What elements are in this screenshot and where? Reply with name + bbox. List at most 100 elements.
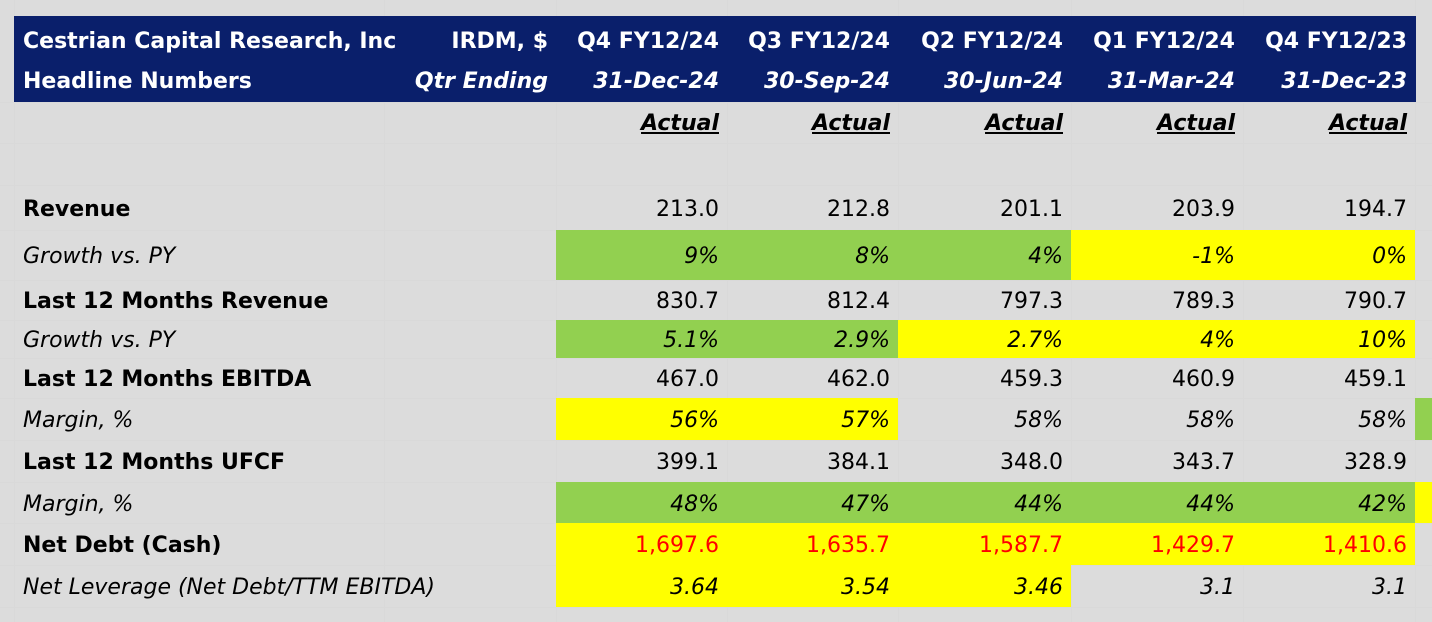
value-cell: 10% [1358, 328, 1407, 353]
row-label: Net Leverage (Net Debt/TTM EBITDA) [23, 575, 435, 600]
status-label: Actual [1329, 111, 1407, 136]
cell-fill [556, 565, 727, 607]
row-label: Revenue [23, 196, 131, 222]
value-cell: 3.1 [1200, 575, 1235, 600]
status-label: Actual [1157, 111, 1235, 136]
cell-fill [898, 523, 1071, 565]
cell-fill [727, 320, 898, 358]
value-cell: 384.1 [827, 450, 890, 475]
grid-line [556, 0, 557, 622]
cell-fill [556, 523, 727, 565]
value-cell: 812.4 [827, 289, 890, 314]
grid-line [0, 607, 1432, 608]
value-cell: 44% [1014, 491, 1063, 517]
row-label: Net Debt (Cash) [23, 533, 222, 558]
value-cell: 3.46 [1014, 575, 1063, 600]
value-cell: 1,429.7 [1151, 533, 1235, 558]
value-cell: 459.3 [1000, 367, 1063, 392]
date-header: 31-Dec-24 [593, 69, 719, 94]
quarter-header: Q1 FY12/24 [1093, 29, 1235, 54]
period-label: Qtr Ending [414, 69, 548, 94]
cell-fill [898, 482, 1071, 523]
header-band [14, 16, 1416, 102]
row-label: Growth vs. PY [23, 244, 176, 269]
date-header: 31-Mar-24 [1107, 69, 1235, 94]
value-cell: 0% [1372, 244, 1407, 269]
value-cell: 9% [684, 244, 719, 269]
cell-fill [1243, 320, 1415, 358]
value-cell: 213.0 [656, 196, 719, 222]
cell-fill [727, 398, 898, 440]
value-cell: 2.7% [1007, 328, 1063, 353]
value-cell: 3.1 [1372, 575, 1407, 600]
value-cell: 462.0 [827, 367, 890, 392]
company-name: Cestrian Capital Research, Inc [23, 29, 397, 54]
value-cell: -1% [1192, 244, 1235, 269]
value-cell: 3.64 [670, 575, 719, 600]
value-cell: 203.9 [1172, 196, 1235, 222]
value-cell: 460.9 [1172, 367, 1235, 392]
value-cell: 44% [1186, 491, 1235, 517]
value-cell: 58% [1014, 408, 1063, 433]
quarter-header: Q3 FY12/24 [748, 29, 890, 54]
cell-fill [727, 230, 898, 280]
value-cell: 48% [670, 491, 719, 517]
grid-line [0, 143, 1432, 144]
value-cell: 3.54 [841, 575, 890, 600]
row-label: Last 12 Months EBITDA [23, 367, 312, 392]
cell-fill [1243, 523, 1415, 565]
value-cell: 328.9 [1344, 450, 1407, 475]
row-label: Last 12 Months Revenue [23, 289, 329, 314]
value-cell: 58% [1358, 408, 1407, 433]
grid-line [0, 280, 1432, 281]
value-cell: 1,410.6 [1323, 533, 1407, 558]
grid-line [0, 440, 1432, 441]
cell-fill [898, 320, 1071, 358]
edge-fill [1415, 482, 1432, 523]
grid-line [14, 0, 15, 622]
date-header: 30-Sep-24 [763, 69, 890, 94]
grid-line [898, 0, 899, 622]
value-cell: 459.1 [1344, 367, 1407, 392]
value-cell: 56% [670, 408, 719, 433]
value-cell: 343.7 [1172, 450, 1235, 475]
grid-line [1415, 0, 1416, 622]
cell-fill [556, 320, 727, 358]
value-cell: 790.7 [1344, 289, 1407, 314]
grid-line [1243, 0, 1244, 622]
value-cell: 1,587.7 [979, 533, 1063, 558]
value-cell: 830.7 [656, 289, 719, 314]
row-label: Last 12 Months UFCF [23, 450, 286, 475]
cell-fill [1071, 320, 1243, 358]
report-subtitle: Headline Numbers [23, 69, 252, 94]
value-cell: 194.7 [1344, 196, 1407, 222]
value-cell: 212.8 [827, 196, 890, 222]
edge-fill [1415, 398, 1432, 440]
value-cell: 1,635.7 [806, 533, 890, 558]
value-cell: 4% [1028, 244, 1063, 269]
row-label: Margin, % [23, 408, 134, 433]
row-label: Growth vs. PY [23, 328, 176, 353]
cell-fill [1071, 482, 1243, 523]
status-label: Actual [641, 111, 719, 136]
date-header: 31-Dec-23 [1281, 69, 1407, 94]
grid-line [384, 0, 385, 622]
cell-fill [1243, 230, 1415, 280]
status-label: Actual [812, 111, 890, 136]
cell-fill [556, 482, 727, 523]
value-cell: 58% [1186, 408, 1235, 433]
value-cell: 797.3 [1000, 289, 1063, 314]
value-cell: 467.0 [656, 367, 719, 392]
row-label: Margin, % [23, 491, 134, 517]
value-cell: 4% [1200, 328, 1235, 353]
value-cell: 42% [1358, 491, 1407, 517]
cell-fill [898, 230, 1071, 280]
grid-line [0, 102, 1432, 103]
cell-fill [727, 523, 898, 565]
grid-line [727, 0, 728, 622]
grid-line [0, 358, 1432, 359]
value-cell: 348.0 [1000, 450, 1063, 475]
value-cell: 201.1 [1000, 196, 1063, 222]
cell-fill [1243, 482, 1415, 523]
